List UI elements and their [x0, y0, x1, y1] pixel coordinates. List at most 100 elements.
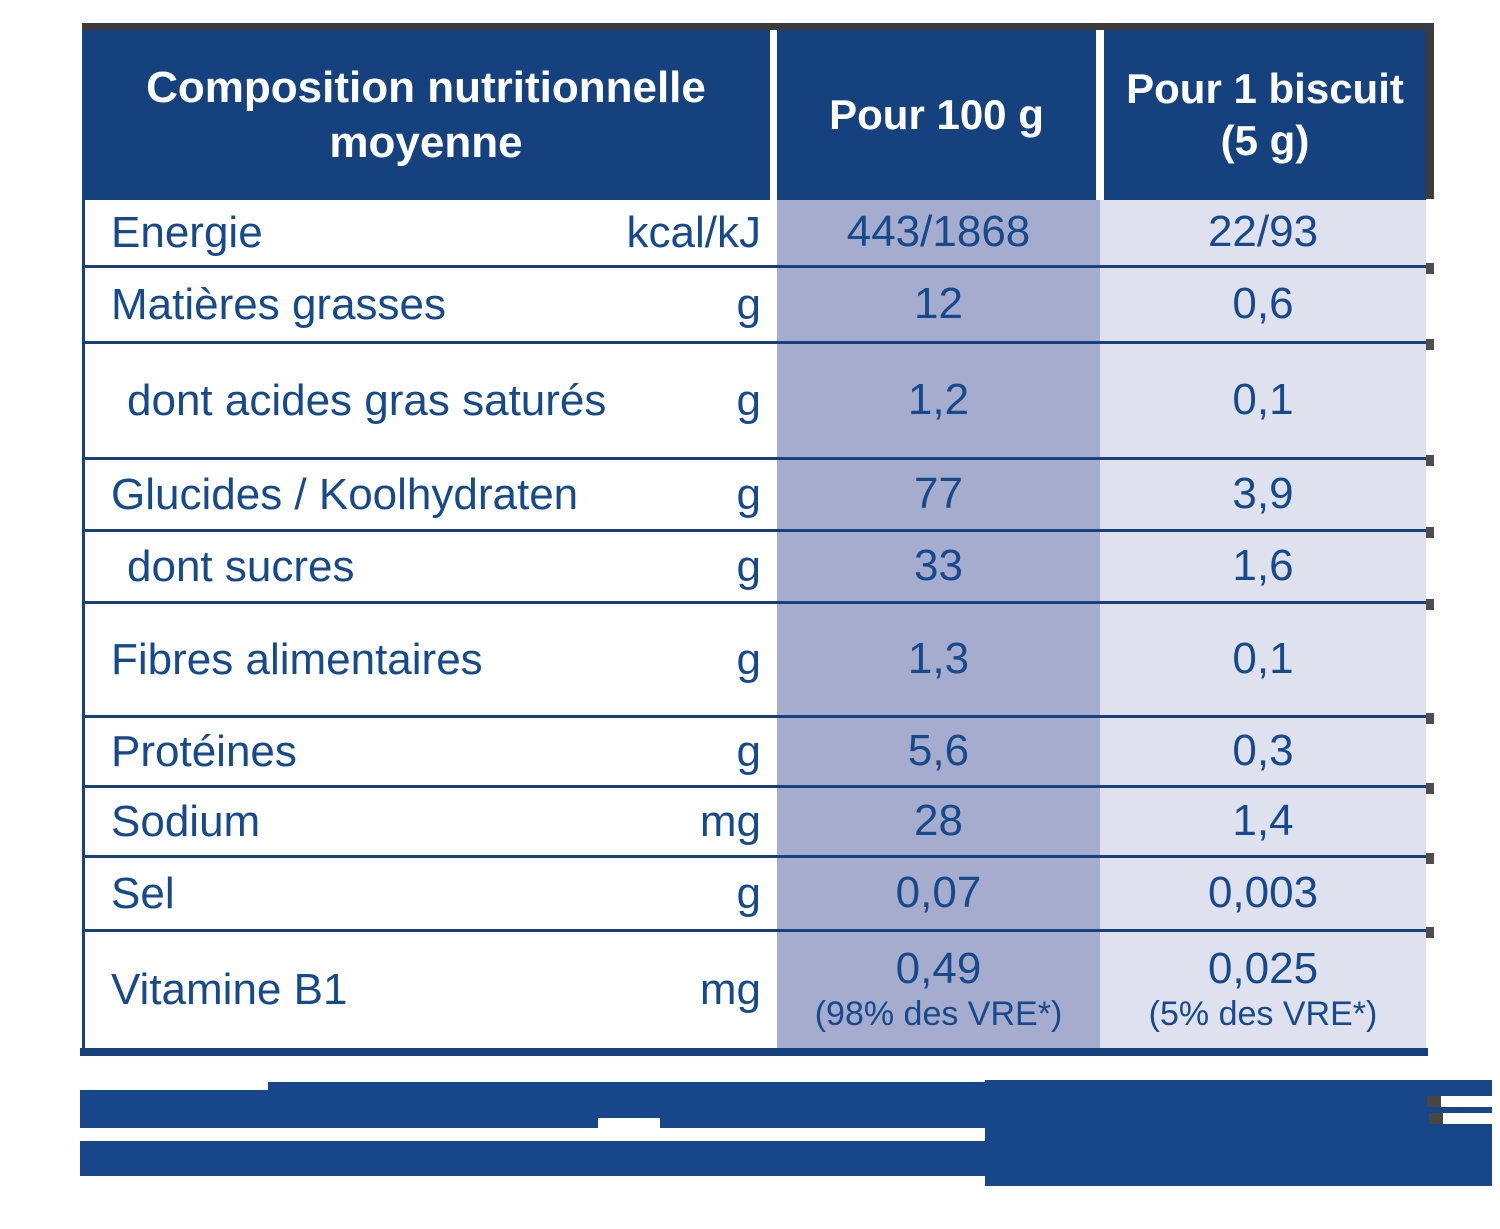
biscuit-value-cell: 1,6 — [1100, 532, 1426, 601]
per100-value-cell: 443/1868 — [777, 200, 1100, 265]
table-row-sel: Sel g 0,07 0,003 — [85, 858, 1426, 932]
per100-value-cell: 0,49 (98% des VRE*) — [777, 932, 1100, 1048]
label-cell: Energie kcal/kJ — [85, 200, 777, 265]
per100-value: 1,2 — [907, 375, 970, 425]
per100-value-cell: 1,3 — [777, 604, 1100, 715]
nutrient-label: Sodium — [111, 796, 261, 846]
nutrient-unit: mg — [699, 796, 761, 846]
per100-value: 77 — [914, 469, 963, 519]
divider-nub — [1426, 783, 1434, 794]
per100-value-cell: 1,2 — [777, 344, 1100, 457]
divider-nub — [1426, 339, 1434, 350]
per100-value: 5,6 — [907, 726, 970, 776]
nutrient-label: Matières grasses — [111, 279, 447, 329]
nutrient-unit: g — [736, 279, 761, 329]
label-cell: Vitamine B1 mg — [85, 932, 777, 1048]
biscuit-value: 0,1 — [1232, 375, 1294, 425]
table-row-matieres-grasses: Matières grasses g 12 0,6 — [85, 268, 1426, 344]
per100-value-cell: 12 — [777, 268, 1100, 341]
table-body: Energie kcal/kJ 443/1868 22/93 Matières … — [82, 200, 1426, 1048]
divider-nub — [1426, 713, 1434, 724]
divider-nub — [1426, 599, 1434, 610]
table-bottom-border — [80, 1048, 1428, 1056]
per100-value: 443/1868 — [846, 207, 1031, 257]
footnote-redacted-line-2 — [80, 1141, 1003, 1176]
biscuit-value-cell: 1,4 — [1100, 788, 1426, 855]
table-row-glucides: Glucides / Koolhydraten g 77 3,9 — [85, 460, 1426, 532]
nutrient-unit: mg — [699, 965, 761, 1014]
header-per100-title: Pour 100 g — [829, 90, 1044, 138]
label-cell: Glucides / Koolhydraten g — [85, 460, 777, 529]
table-row-acides-gras-satures: dont acides gras saturés g 1,2 0,1 — [85, 344, 1426, 460]
nutrient-label: Glucides / Koolhydraten — [111, 469, 579, 519]
nutrient-unit: g — [736, 469, 761, 519]
header-cell-composition: Composition nutritionnelle moyenne — [82, 30, 770, 200]
table-row-sucres: dont sucres g 33 1,6 — [85, 532, 1426, 604]
biscuit-value: 0,6 — [1232, 279, 1294, 329]
nutrient-label: Vitamine B1 — [111, 965, 348, 1014]
nutrient-label: Fibres alimentaires — [111, 634, 483, 684]
label-cell: Protéines g — [85, 718, 777, 785]
footnote-gap — [1441, 1096, 1500, 1107]
table-row-sodium: Sodium mg 28 1,4 — [85, 788, 1426, 858]
header-right-shadow — [1426, 23, 1434, 199]
label-cell: Sel g — [85, 858, 777, 929]
per100-value-cell: 77 — [777, 460, 1100, 529]
biscuit-value-cell: 0,003 — [1100, 858, 1426, 929]
biscuit-value-cell: 0,025 (5% des VRE*) — [1100, 932, 1426, 1048]
table-row-fibres: Fibres alimentaires g 1,3 0,1 — [85, 604, 1426, 718]
divider-nub — [1426, 853, 1434, 864]
footnote-mark — [1427, 1096, 1441, 1107]
table-row-energie: Energie kcal/kJ 443/1868 22/93 — [85, 200, 1426, 268]
divider-nub — [1426, 455, 1434, 466]
biscuit-value: 0,003 — [1207, 868, 1319, 918]
header-biscuit-title-line2: (5 g) — [1220, 117, 1310, 164]
label-cell: Sodium mg — [85, 788, 777, 855]
per100-note: (98% des VRE*) — [814, 994, 1063, 1033]
label-cell: Fibres alimentaires g — [85, 604, 777, 715]
label-cell: dont sucres g — [85, 532, 777, 601]
nutrient-unit: g — [736, 726, 761, 776]
header-top-shadow — [82, 23, 1433, 31]
nutrition-table: Composition nutritionnelle moyenne Pour … — [82, 30, 1426, 1048]
table-header-row: Composition nutritionnelle moyenne Pour … — [82, 30, 1426, 200]
biscuit-value: 22/93 — [1207, 207, 1319, 257]
nutrient-label: dont acides gras saturés — [127, 375, 607, 425]
per100-value: 0,07 — [895, 868, 982, 918]
header-cell-per100: Pour 100 g — [777, 30, 1096, 200]
nutrient-unit: g — [736, 541, 761, 591]
per100-value-cell: 33 — [777, 532, 1100, 601]
biscuit-value-cell: 0,1 — [1100, 604, 1426, 715]
per100-value: 1,3 — [907, 634, 970, 684]
per100-value: 12 — [914, 279, 963, 329]
header-label-title: Composition nutritionnelle moyenne — [146, 63, 706, 167]
nutrient-label: Sel — [111, 868, 175, 918]
nutrient-label: dont sucres — [127, 541, 355, 591]
label-cell: dont acides gras saturés g — [85, 344, 777, 457]
per100-value: 0,49 — [895, 944, 982, 994]
per100-value-cell: 5,6 — [777, 718, 1100, 785]
per100-value-cell: 28 — [777, 788, 1100, 855]
header-biscuit-title-line1: Pour 1 biscuit — [1126, 64, 1404, 112]
per100-value: 28 — [914, 796, 963, 846]
biscuit-note: (5% des VRE*) — [1148, 994, 1378, 1033]
biscuit-value-cell: 0,3 — [1100, 718, 1426, 785]
footnote-gap — [1443, 1113, 1500, 1124]
table-row-proteines: Protéines g 5,6 0,3 — [85, 718, 1426, 788]
biscuit-value: 0,3 — [1232, 726, 1294, 776]
nutrient-unit: kcal/kJ — [626, 207, 761, 257]
footnote-gap — [598, 1118, 660, 1130]
label-cell: Matières grasses g — [85, 268, 777, 341]
divider-nub — [1426, 927, 1434, 938]
divider-nub — [1426, 263, 1434, 274]
table-row-vitamine-b1: Vitamine B1 mg 0,49 (98% des VRE*) 0,025… — [85, 932, 1426, 1048]
nutrient-unit: g — [736, 868, 761, 918]
header-gap — [1096, 30, 1104, 200]
biscuit-value-cell: 0,6 — [1100, 268, 1426, 341]
footnote-mark — [1429, 1113, 1443, 1124]
nutrient-label: Protéines — [111, 726, 297, 776]
footnote-redacted-block — [985, 1080, 1492, 1186]
nutrient-unit: g — [736, 375, 761, 425]
biscuit-value: 1,4 — [1232, 796, 1294, 846]
